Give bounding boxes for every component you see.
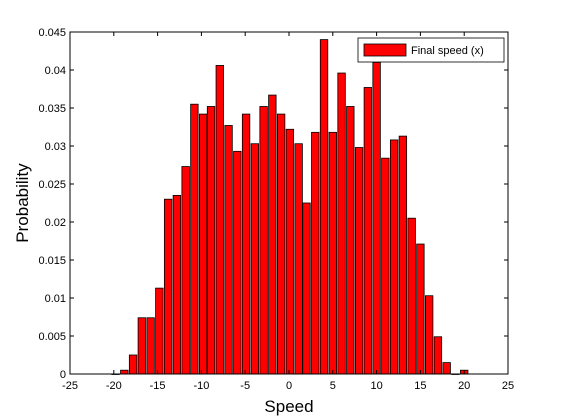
bar [268, 94, 277, 375]
y-tick-label: 0.04 [45, 65, 66, 77]
y-tick-label: 0.035 [38, 103, 66, 115]
x-tick-label: 15 [414, 380, 426, 392]
bar [354, 147, 364, 375]
legend-label: Final speed (x) [411, 45, 484, 57]
bar [363, 87, 372, 375]
bar [319, 39, 329, 375]
bar [328, 131, 337, 375]
y-tick-label: 0.025 [38, 179, 66, 191]
bar [155, 287, 164, 375]
bar [442, 362, 451, 375]
y-tick-label: 0.045 [38, 27, 66, 39]
bar [372, 62, 381, 375]
x-tick-label: -15 [150, 380, 166, 392]
bar [389, 139, 399, 375]
bar [398, 135, 408, 375]
bar [172, 194, 182, 375]
bar [381, 157, 390, 375]
x-tick-label: -25 [62, 380, 78, 392]
bar [285, 128, 295, 375]
x-tick-label: 25 [502, 380, 514, 392]
bar [137, 317, 146, 375]
bar [433, 336, 443, 375]
bar [146, 317, 155, 375]
bar [407, 217, 416, 375]
bar [346, 106, 355, 375]
bar [128, 354, 138, 375]
bar [425, 295, 434, 375]
y-tick-label: 0.005 [38, 331, 66, 343]
bar [337, 72, 346, 375]
x-tick-label: -10 [193, 380, 209, 392]
bar [416, 243, 425, 375]
bar [250, 143, 259, 375]
bar [163, 198, 173, 375]
x-tick-label: 5 [330, 380, 336, 392]
bar [259, 106, 268, 375]
bar [302, 202, 311, 375]
bar [294, 143, 303, 375]
y-tick-label: 0.02 [45, 217, 66, 229]
bar [233, 150, 242, 375]
legend-swatch [363, 43, 407, 57]
x-tick-label: 20 [458, 380, 470, 392]
y-tick-label: 0 [60, 369, 66, 381]
bar [241, 113, 251, 375]
y-axis-label: Probability [13, 163, 32, 243]
bar [199, 113, 208, 375]
y-tick-label: 0.015 [38, 255, 66, 267]
bar [206, 106, 216, 375]
bar [311, 131, 320, 375]
bar [224, 125, 233, 375]
x-tick-label: -20 [106, 380, 122, 392]
y-tick-label: 0.01 [45, 293, 66, 305]
x-tick-label: 10 [370, 380, 382, 392]
bar [181, 166, 190, 375]
x-axis-label: Speed [264, 397, 313, 416]
y-tick-label: 0.03 [45, 141, 66, 153]
bar [190, 103, 199, 375]
bar [276, 113, 286, 375]
x-tick-label: -5 [240, 380, 250, 392]
bar [215, 65, 224, 375]
x-tick-label: 0 [286, 380, 292, 392]
bar [120, 369, 129, 375]
